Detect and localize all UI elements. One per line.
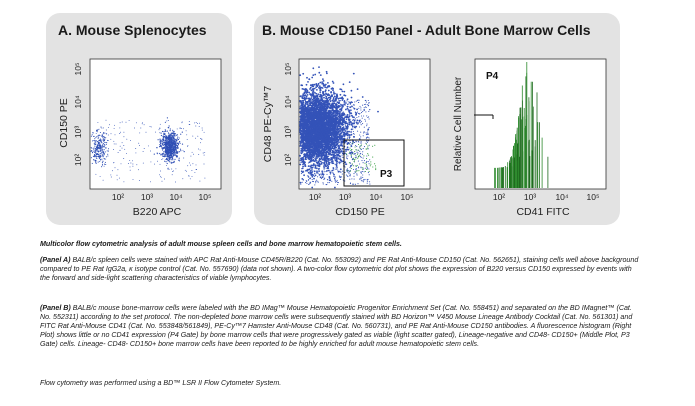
p4-gate-label: P4: [486, 71, 499, 82]
dot-plot-ytick: 10³: [283, 126, 293, 138]
dot-plot-dots: [299, 66, 379, 189]
panel-a-ytick: 10²: [73, 154, 83, 166]
histogram-xtick: 10³: [524, 192, 536, 202]
dot-plot-ytick: 10⁴: [283, 95, 293, 108]
caption-panel-b-tag: (Panel B): [40, 304, 71, 312]
caption-panel-a-tag: (Panel A): [40, 256, 71, 264]
panel-a-xtick: 10⁵: [199, 192, 212, 202]
panel-a-xlabel: B220 APC: [133, 206, 182, 218]
histogram-ylabel: Relative Cell Number: [453, 76, 464, 171]
histogram-xtick: 10⁴: [555, 192, 568, 202]
figure-plots: 10² 10³ 10⁴ 10⁵ 10⁵ 10⁴ 10³ 10² B220 APC…: [58, 58, 607, 218]
panel-b-title: B. Mouse CD150 Panel - Adult Bone Marrow…: [262, 22, 591, 38]
histogram-xlabel: CD41 FITC: [516, 206, 570, 218]
panel-a-xtick: 10²: [112, 192, 124, 202]
dot-plot-xtick: 10⁵: [401, 192, 414, 202]
caption-panel-a: (Panel A) BALB/c spleen cells were stain…: [40, 256, 640, 283]
histogram-xtick: 10⁵: [587, 192, 600, 202]
caption-instrument: Flow cytometry was performed using a BD™…: [40, 379, 282, 387]
p3-gate-label: P3: [380, 169, 393, 180]
dot-plot-xlabel: CD150 PE: [335, 206, 385, 218]
caption-title: Multicolor flow cytometric analysis of a…: [40, 240, 402, 248]
panel-a-ytick: 10⁵: [73, 63, 83, 76]
panel-a-ytick: 10³: [73, 126, 83, 138]
panel-a-xtick: 10⁴: [169, 192, 182, 202]
panel-a-title: A. Mouse Splenocytes: [58, 22, 207, 38]
histogram-bars: [494, 62, 549, 188]
dot-plot-xtick: 10³: [339, 192, 351, 202]
caption-panel-b: (Panel B) BALB/c mouse bone-marrow cells…: [40, 304, 640, 349]
histogram-area: [474, 58, 607, 190]
dot-plot-ylabel: CD48 PE-Cy™7: [262, 86, 274, 163]
dot-plot-ytick: 10⁵: [283, 63, 293, 76]
caption-panel-b-text: BALB/c mouse bone-marrow cells were labe…: [40, 304, 633, 348]
panel-a-plot-area: [89, 58, 222, 190]
dot-plot-xtick: 10²: [309, 192, 321, 202]
panel-a-xtick: 10³: [141, 192, 153, 202]
panel-a-ytick: 10⁴: [73, 95, 83, 108]
panel-a-dots: [90, 117, 206, 183]
caption-panel-a-text: BALB/c spleen cells were stained with AP…: [40, 256, 639, 282]
panel-a-ylabel: CD150 PE: [58, 98, 70, 148]
histogram-xtick: 10²: [493, 192, 505, 202]
p3-gate: [343, 139, 405, 187]
dot-plot-xtick: 10⁴: [369, 192, 382, 202]
dot-plot-ytick: 10²: [283, 154, 293, 166]
